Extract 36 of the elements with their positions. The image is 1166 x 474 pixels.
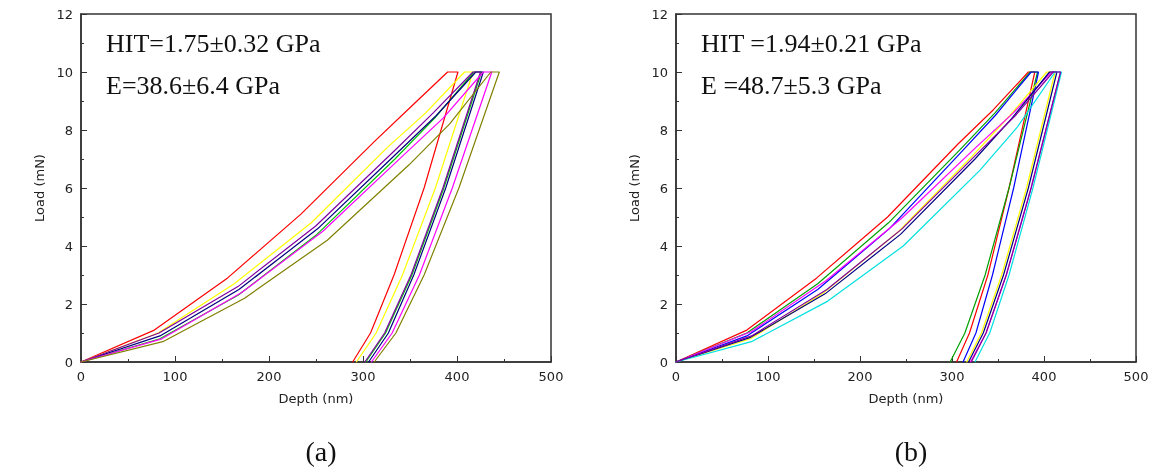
y-tick-label: 0 xyxy=(64,354,73,370)
y-tick-label: 8 xyxy=(64,122,73,138)
x-tick-label: 100 xyxy=(162,369,188,384)
x-tick-label: 200 xyxy=(847,369,873,384)
y-tick-label: 4 xyxy=(659,238,668,254)
y-tick-label: 10 xyxy=(56,64,73,80)
x-tick-label: 500 xyxy=(538,369,564,384)
y-tick-label: 0 xyxy=(659,354,668,370)
x-tick-label: 300 xyxy=(939,369,965,384)
y-axis-title: Load (mN) xyxy=(626,154,642,222)
annotation: E =48.7±5.3 GPa xyxy=(701,70,883,100)
text: (a) xyxy=(305,435,337,467)
x-axis-title: Depth (nm) xyxy=(868,391,944,406)
x-tick-label: 0 xyxy=(671,369,681,384)
y-tick-label: 6 xyxy=(64,180,73,196)
x-tick-label: 400 xyxy=(1031,369,1057,384)
x-tick-label: 300 xyxy=(350,369,376,384)
x-tick-label: 400 xyxy=(444,369,470,384)
x-tick-label: 200 xyxy=(256,369,282,384)
x-tick-label: 500 xyxy=(1123,369,1149,384)
x-tick-label: 100 xyxy=(755,369,781,384)
y-tick-label: 4 xyxy=(64,238,73,254)
y-tick-label: 8 xyxy=(659,122,668,138)
x-axis-title: Depth (nm) xyxy=(278,391,354,406)
y-tick-label: 12 xyxy=(56,6,73,22)
annotation: HIT=1.75±0.32 GPa xyxy=(106,28,321,58)
y-tick-label: 2 xyxy=(659,296,668,312)
y-tick-label: 2 xyxy=(64,296,73,312)
annotation: E=38.6±6.4 GPa xyxy=(106,70,281,100)
annotation: HIT =1.94±0.21 GPa xyxy=(701,28,923,58)
y-axis-title: Load (mN) xyxy=(31,154,47,222)
x-tick-label: 0 xyxy=(76,369,86,384)
y-tick-label: 10 xyxy=(651,64,668,80)
y-tick-label: 6 xyxy=(659,180,668,196)
y-tick-label: 12 xyxy=(651,6,668,22)
text: (b) xyxy=(894,435,928,467)
